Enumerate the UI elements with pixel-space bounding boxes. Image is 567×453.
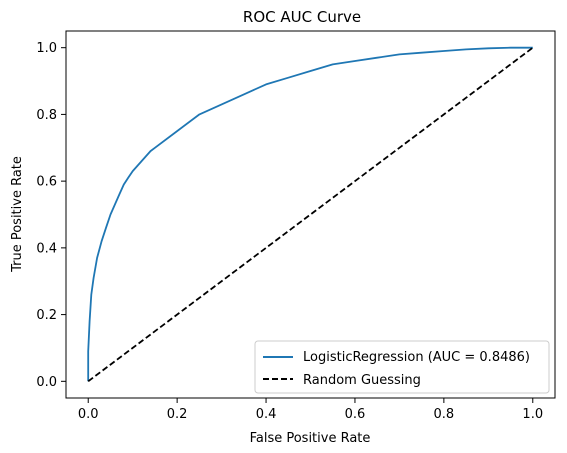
- x-axis-label: False Positive Rate: [250, 431, 371, 446]
- legend: LogisticRegression (AUC = 0.8486) Random…: [254, 340, 550, 394]
- x-tick-label: 1.0: [522, 407, 543, 422]
- y-tick-label: 0.0: [36, 375, 57, 390]
- legend-label-logistic: LogisticRegression (AUC = 0.8486): [303, 350, 530, 365]
- y-tick-label: 0.6: [36, 175, 57, 190]
- x-tick-label: 0.4: [256, 407, 277, 422]
- series-line-logistic-regression: [87, 46, 533, 382]
- x-tick-label: 0.6: [345, 407, 366, 422]
- legend-label-random: Random Guessing: [303, 373, 421, 388]
- series-line-random-guessing: [87, 46, 534, 383]
- y-tick-label: 0.8: [36, 108, 57, 123]
- x-tick-label: 0.0: [78, 407, 99, 422]
- series-layer: [87, 46, 534, 383]
- chart-title: ROC AUC Curve: [243, 8, 361, 26]
- x-tick-label: 0.2: [167, 407, 188, 422]
- y-tick-label: 0.4: [36, 241, 57, 256]
- axis-ticks: 0.0 0.2 0.4 0.6 0.8 1.0 0.0 0.2 0.4 0.6 0.8 1.0: [36, 41, 543, 422]
- plot-frame: [65, 30, 556, 399]
- y-tick-label: 1.0: [36, 41, 57, 56]
- y-tick-label: 0.2: [36, 308, 57, 323]
- y-axis-label: True Positive Rate: [10, 156, 25, 273]
- x-tick-label: 0.8: [434, 407, 455, 422]
- legend-box: [254, 340, 550, 394]
